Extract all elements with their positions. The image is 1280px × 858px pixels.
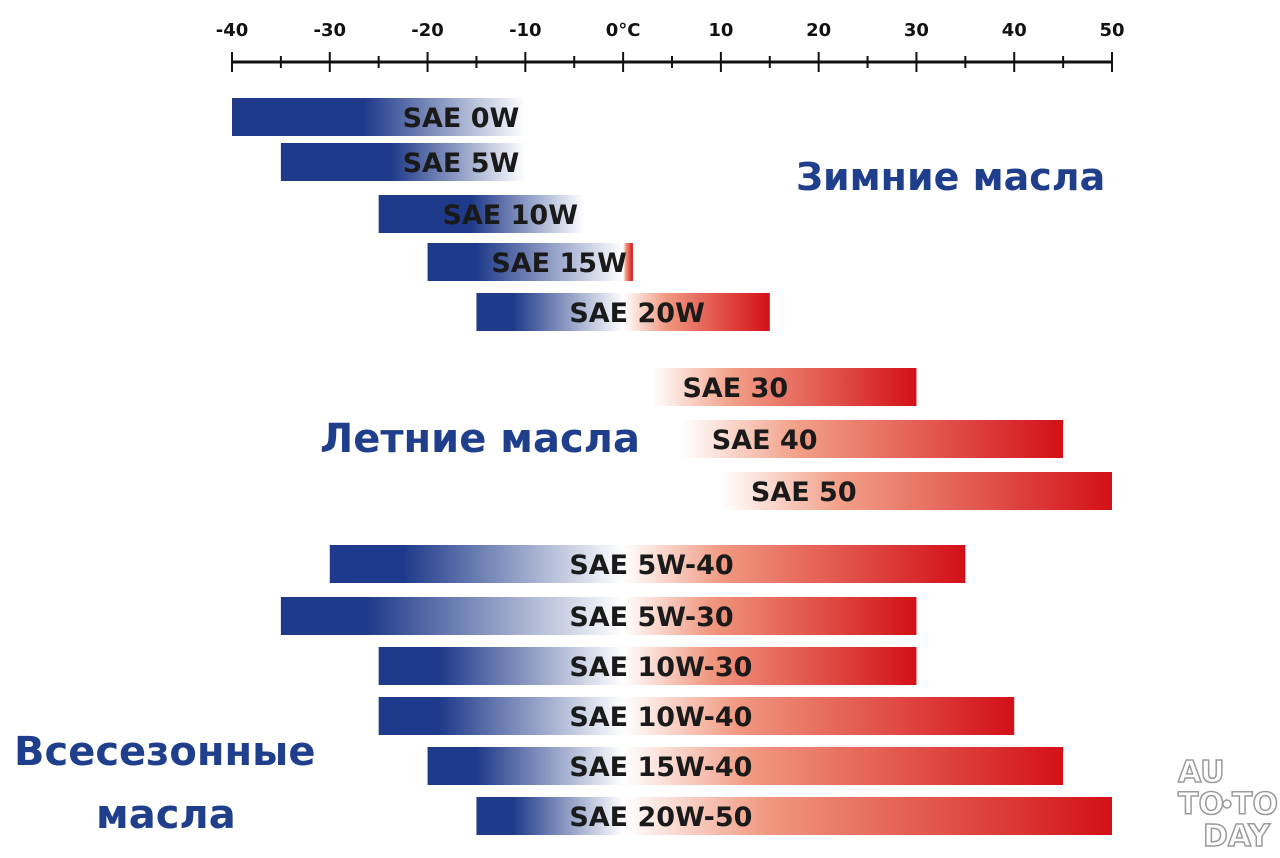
bar-label: SAE 20W-50 xyxy=(569,802,752,833)
bar-sae-5w-30 xyxy=(280,597,917,635)
bar-sae-50 xyxy=(720,472,1112,510)
tick-label: 20 xyxy=(806,20,831,41)
bar-label: SAE 10W xyxy=(442,200,578,231)
bar-label: SAE 50 xyxy=(751,477,857,508)
bar-label: SAE 20W xyxy=(569,298,705,329)
bar-label: SAE 0W xyxy=(403,103,520,134)
bar-label: SAE 10W-30 xyxy=(569,652,752,683)
bar-label: SAE 40 xyxy=(712,425,818,456)
tick-label: 40 xyxy=(1002,20,1027,41)
bar-sae-10w-40 xyxy=(378,697,1015,735)
winter-oils-label: Зимние масла xyxy=(796,155,1105,199)
autotoday-watermark: AU TO TO DAY xyxy=(1177,754,1278,855)
bar-label: SAE 15W xyxy=(491,248,627,279)
bar-sae-10w xyxy=(378,195,584,233)
bar-sae-5w xyxy=(280,143,526,181)
temperature-axis: -40 -30 -20 -10 0°C 10 20 30 40 50 xyxy=(216,20,1125,72)
bar-sae-15w xyxy=(427,243,633,281)
tick-label: -10 xyxy=(509,20,542,41)
tick-label: 30 xyxy=(904,20,929,41)
bar-sae-5w-40 xyxy=(329,545,966,583)
bar-sae-20w-50 xyxy=(476,797,1112,835)
bar-sae-20w xyxy=(476,293,770,331)
all-season-oils-label-line1: Всесезонные xyxy=(14,729,315,775)
bar-label: SAE 15W-40 xyxy=(569,752,752,783)
bar-sae-40 xyxy=(681,420,1064,458)
tick-label: 10 xyxy=(708,20,733,41)
watermark-line1: AU xyxy=(1178,755,1225,790)
watermark-line3: DAY xyxy=(1203,819,1271,854)
bar-sae-15w-40 xyxy=(427,747,1064,785)
watermark-line2a: TO xyxy=(1178,787,1224,822)
tick-label: 0°C xyxy=(606,20,641,41)
bar-label: SAE 5W-40 xyxy=(569,550,733,581)
bar-sae-30 xyxy=(652,368,917,406)
bar-sae-0w xyxy=(232,98,526,136)
bar-label: SAE 10W-40 xyxy=(569,702,752,733)
tick-label: -20 xyxy=(411,20,444,41)
bar-label: SAE 30 xyxy=(682,373,788,404)
watermark-line2b: TO xyxy=(1232,787,1278,822)
bar-sae-10w-30 xyxy=(378,647,917,685)
watermark-dot-icon xyxy=(1222,799,1232,809)
all-season-oils-label-line2: масла xyxy=(96,792,236,838)
summer-oils-label: Летние масла xyxy=(320,416,640,462)
tick-label: -40 xyxy=(216,20,249,41)
bar-label: SAE 5W-30 xyxy=(569,602,733,633)
viscosity-bars: SAE 0W SAE 5W SAE 10W SAE 15W SAE 20W SAE 30 S… xyxy=(232,98,1112,835)
tick-label: -30 xyxy=(314,20,347,41)
tick-label: 50 xyxy=(1099,20,1124,41)
bar-label: SAE 5W xyxy=(403,148,520,179)
